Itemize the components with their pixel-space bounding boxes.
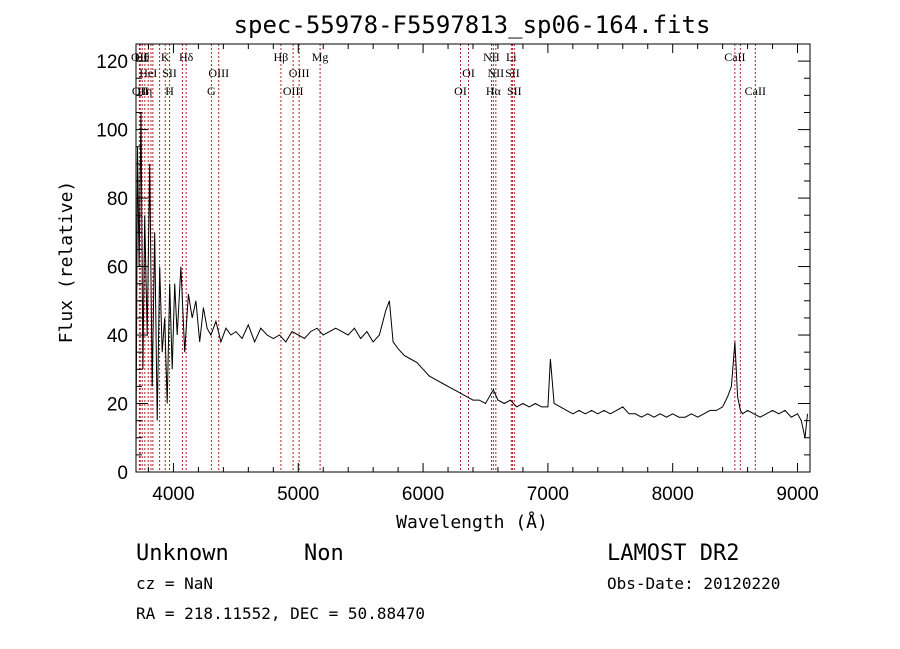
spectral-line-label: Hθ [135,50,150,64]
y-tick-label: 120 [96,52,128,73]
x-tick-label: 7000 [527,484,569,505]
subclass-label: Non [304,541,344,566]
y-axis: 0 20 40 60 80 100 120 [96,52,810,484]
spectral-line-label: OI [462,66,475,80]
spectral-line-label: H [165,84,174,98]
spectral-line-label: Li [506,50,517,64]
spectral-line-label: NII [488,66,505,80]
survey-label: LAMOST DR2 [607,541,739,566]
spectral-line-label: OII [131,50,148,64]
y-axis-label: Flux (relative) [56,181,77,344]
obs-date-label: Obs-Date: 20120220 [607,574,780,593]
spectral-line-label: Hβ [274,50,289,64]
class-label: Unknown [136,541,229,566]
y-tick-label: 20 [107,395,128,416]
spectral-line-label: Hα [486,84,502,98]
spectral-line-markers [138,44,756,472]
spectral-line-label: CaII [724,50,745,64]
spectral-line-label: Hη [137,84,152,98]
spectral-line-label: K [161,50,170,64]
x-tick-label: 5000 [277,484,319,505]
spectral-line-label: OIII [283,84,304,98]
spectrum-line [135,112,808,455]
spectral-line-label: NII [483,50,500,64]
y-tick-label: 60 [107,258,128,279]
spectral-line-label: SII [162,66,177,80]
coordinates-label: RA = 218.11552, DEC = 50.88470 [136,604,425,623]
x-tick-label: 8000 [652,484,694,505]
spectral-line-label: Hδ [179,50,194,64]
plot-frame [135,43,811,473]
spectral-line-label: G [207,84,216,98]
x-tick-label: 9000 [776,484,818,505]
y-tick-label: 100 [96,121,128,142]
spectral-line-label: HeI [139,66,157,80]
y-tick-label: 40 [107,326,128,347]
chart-title: spec-55978-F5597813_sp06-164.fits [234,11,711,39]
spectral-line-label: SII [505,66,520,80]
y-tick-label: 80 [107,189,128,210]
spectral-line-label: Mg [312,50,329,64]
redshift-label: cz = NaN [136,574,213,593]
x-tick-label: 6000 [402,484,444,505]
y-tick-label: 0 [117,463,128,484]
x-tick-label: 4000 [152,484,194,505]
spectral-line-label: OIII [208,66,229,80]
spectral-line-labels: OIIOIIHθHηHeIKSIIHHδGOIIIHβOIIIOIIIMgOIO… [131,50,766,98]
spectral-line-label: OI [454,84,467,98]
x-axis: 4000 5000 6000 7000 8000 9000 [147,44,819,505]
spectral-line-label: SII [507,84,522,98]
spectral-line-label: OIII [289,66,310,80]
spectral-line-label: CaII [745,84,766,98]
x-axis-label: Wavelength (Å) [396,511,548,533]
